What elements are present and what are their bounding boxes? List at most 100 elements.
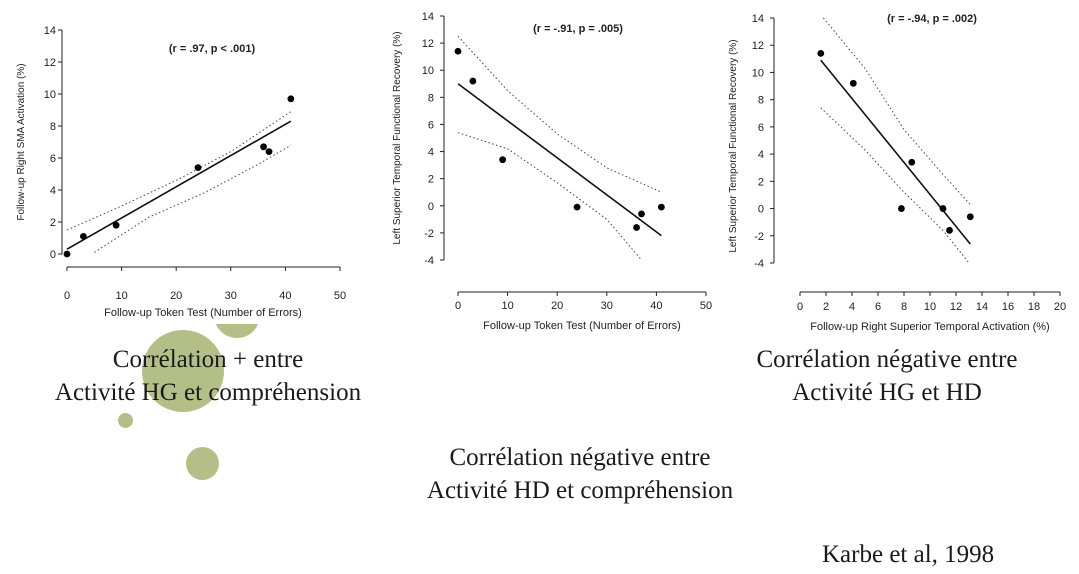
data-point <box>260 143 267 151</box>
y-axis-label: Follow-up Right SMA Activation (%) <box>16 63 27 220</box>
x-tick-label: 0 <box>64 290 70 302</box>
x-tick-label: 40 <box>279 290 291 302</box>
data-point <box>908 158 916 166</box>
x-tick-label: 20 <box>551 300 563 312</box>
y-tick-label: -2 <box>754 231 764 243</box>
y-tick-label: 2 <box>50 217 56 229</box>
y-axis-label: Left Superior Temporal Functional Recove… <box>728 39 739 252</box>
x-axis-label: Follow-up Token Test (Number of Errors) <box>483 320 681 332</box>
data-point <box>946 226 953 234</box>
caption-left: Corrélation + entre Activité HG et compr… <box>8 343 408 409</box>
y-tick-label: 10 <box>422 65 434 77</box>
x-tick-label: 16 <box>1002 301 1014 313</box>
x-tick-label: 30 <box>225 290 237 302</box>
data-point <box>633 224 640 231</box>
confidence-band-lower <box>457 132 642 261</box>
chart-right-plot: -4 -2 0 2 4 6 8 10 12 14 0 2 4 6 8 10 12 14 16 18 20 Follow-u… <box>728 13 1066 333</box>
x-tick-label: 14 <box>976 301 988 313</box>
y-tick-label: 8 <box>758 95 764 107</box>
caption-left-line1: Corrélation + entre <box>112 346 304 373</box>
chart-left: 0 2 4 6 8 10 12 14 0 10 20 30 40 50 Follow-up Token Te… <box>0 22 350 324</box>
y-tick-label: -4 <box>424 255 434 267</box>
confidence-band-upper <box>823 17 971 205</box>
decorative-circle <box>142 330 224 412</box>
y-tick-label: 8 <box>428 92 434 104</box>
confidence-band-lower <box>94 144 292 253</box>
y-tick-label: 2 <box>758 176 764 188</box>
x-tick-label: 50 <box>700 300 712 312</box>
x-tick-label: 30 <box>601 300 613 312</box>
data-point <box>657 203 665 211</box>
y-tick-label: 14 <box>422 11 434 23</box>
correlation-annotation: (r = -.94, p = .002) <box>887 13 977 25</box>
y-tick-label: 10 <box>752 67 764 79</box>
regression-line <box>66 120 292 250</box>
y-axis-label: Left Superior Temporal Functional Recove… <box>392 31 403 244</box>
data-point <box>573 203 581 211</box>
correlation-annotation: (r = .97, p < .001) <box>169 43 256 55</box>
decorative-circle <box>118 413 133 428</box>
data-point <box>454 47 462 55</box>
confidence-band-upper <box>457 35 662 193</box>
data-point <box>79 233 87 240</box>
x-tick-label: 6 <box>875 301 881 313</box>
x-tick-label: 18 <box>1028 301 1040 313</box>
caption-right-line2: Activité HG et HD <box>792 379 982 406</box>
caption-center-line1: Corrélation négative entre <box>449 444 711 471</box>
y-tick-label: -2 <box>424 228 434 240</box>
x-tick-label: 10 <box>924 301 936 313</box>
y-tick-label: 0 <box>50 249 56 261</box>
y-tick-label: 8 <box>50 121 56 133</box>
x-tick-label: 12 <box>950 301 962 313</box>
data-point <box>939 205 947 212</box>
data-point <box>265 148 273 155</box>
y-tick-label: 14 <box>752 13 764 25</box>
citation: Karbe et al, 1998 <box>822 541 995 568</box>
x-tick-label: 10 <box>501 300 513 312</box>
y-tick-label: 0 <box>428 201 434 213</box>
chart-middle-plot: -4 -2 0 2 4 6 8 10 12 14 0 10 20 30 40 50 Follow-up Toke… <box>392 11 712 332</box>
x-tick-label: 2 <box>823 301 829 313</box>
chart-middle: -4 -2 0 2 4 6 8 10 12 14 0 10 20 30 40 50 Follow-up Toke… <box>388 0 718 345</box>
y-tick-label: 12 <box>44 57 56 69</box>
data-point <box>112 221 120 229</box>
caption-right: Corrélation négative entre Activité HG e… <box>692 343 1079 409</box>
regression-line <box>457 83 662 237</box>
data-point <box>817 49 825 57</box>
x-tick-label: 40 <box>650 300 662 312</box>
correlation-annotation: (r = -.91, p = .005) <box>533 23 623 35</box>
confidence-band-lower <box>820 107 970 264</box>
chart-right: -4 -2 0 2 4 6 8 10 12 14 0 2 4 6 8 10 12 14 16 18 20 Follow-u… <box>722 0 1072 345</box>
y-tick-label: 14 <box>44 25 56 37</box>
regression-line <box>820 59 971 245</box>
y-tick-label: 12 <box>422 38 434 50</box>
y-tick-label: 4 <box>50 185 56 197</box>
x-tick-label: 8 <box>901 301 907 313</box>
x-tick-label: 50 <box>334 290 346 302</box>
x-tick-label: 0 <box>797 301 803 313</box>
x-tick-label: 4 <box>849 301 855 313</box>
caption-center: Corrélation négative entre Activité HD e… <box>380 441 780 507</box>
data-point <box>469 77 477 85</box>
data-point <box>499 156 507 164</box>
y-tick-label: 2 <box>428 174 434 186</box>
x-tick-label: 20 <box>1054 301 1066 313</box>
decorative-circle <box>186 447 219 480</box>
x-axis-label: Follow-up Right Superior Temporal Activa… <box>810 321 1049 333</box>
caption-right-line1: Corrélation négative entre <box>756 346 1018 373</box>
data-point <box>194 164 202 172</box>
y-tick-label: 10 <box>44 89 56 101</box>
y-tick-label: 12 <box>752 40 764 52</box>
y-tick-label: 6 <box>758 122 764 134</box>
y-tick-label: 6 <box>428 119 434 131</box>
data-point <box>287 95 295 103</box>
y-tick-label: -4 <box>754 258 764 270</box>
confidence-band-upper <box>66 111 292 231</box>
data-point <box>638 210 645 218</box>
x-tick-label: 20 <box>170 290 182 302</box>
y-tick-label: 6 <box>50 153 56 165</box>
y-tick-label: 4 <box>758 149 764 161</box>
x-tick-label: 10 <box>115 290 127 302</box>
chart-left-plot: 0 2 4 6 8 10 12 14 0 10 20 30 40 50 Follow-up Token Te… <box>16 25 346 319</box>
data-point <box>63 250 71 258</box>
